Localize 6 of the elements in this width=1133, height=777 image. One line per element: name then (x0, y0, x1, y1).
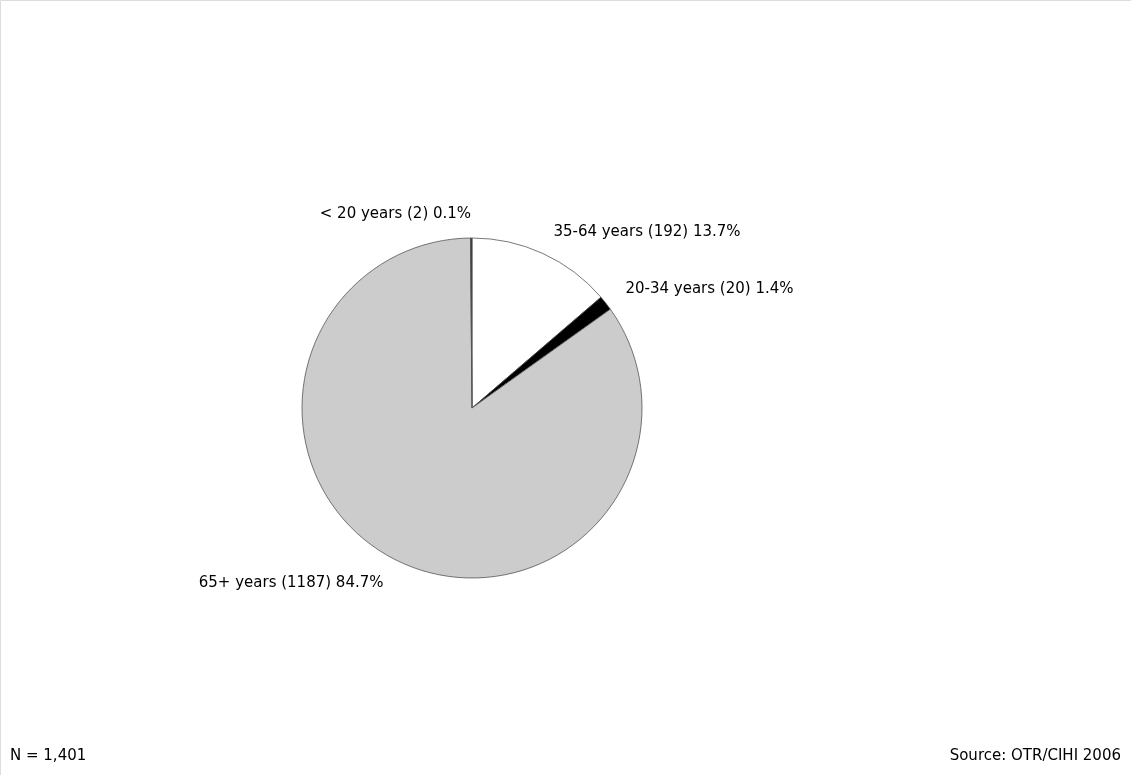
slice-label: 20-34 years (20) 1.4% (625, 278, 794, 297)
slice-label: 65+ years (1187) 84.7% (198, 572, 384, 591)
source-note: Source: OTR/CIHI 2006 (949, 746, 1121, 764)
slice-label: < 20 years (2) 0.1% (319, 204, 472, 222)
slice-label: 35-64 years (192) 13.7% (553, 221, 741, 240)
text: N = 1,401 (10, 746, 87, 764)
